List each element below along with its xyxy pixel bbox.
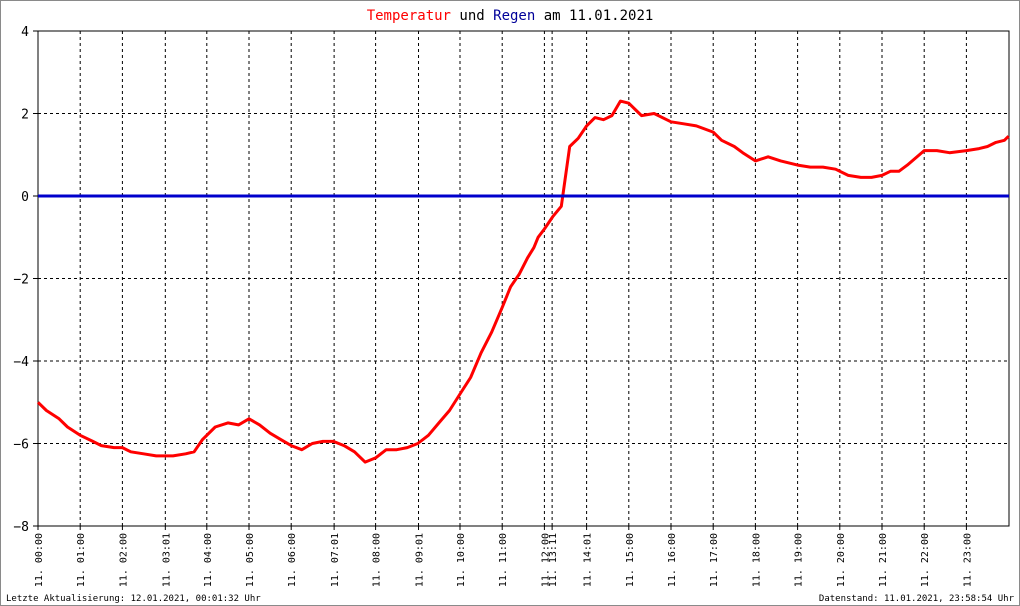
grid: [37, 30, 1009, 527]
x-tick-label: 11. 19:00: [794, 533, 805, 587]
chart-title: Temperatur und Regen am 11.01.2021: [367, 8, 654, 24]
x-tick-label: 11. 14:01: [583, 533, 594, 587]
x-tick-label: 11. 16:00: [667, 533, 678, 587]
y-tick-label: −4: [13, 355, 29, 370]
title-und: und: [451, 8, 493, 24]
x-tick-label: 11. 18:00: [751, 533, 762, 587]
series-layer: [36, 99, 1010, 464]
x-tick-label: 11. 06:00: [287, 533, 298, 587]
x-tick-label: 11. 20:00: [836, 533, 847, 587]
y-tick-label: 0: [21, 190, 29, 205]
x-tick-label: 11. 04:00: [203, 533, 214, 587]
x-tick-label: 11. 10:00: [456, 533, 467, 587]
y-tick-label: −6: [13, 438, 29, 453]
title-date: am 11.01.2021: [535, 8, 653, 24]
x-tick-label: 11. 12:00: [540, 533, 551, 587]
x-tick-label: 11. 09:01: [415, 533, 426, 587]
y-tick-label: 4: [21, 25, 29, 40]
footer-last-update: Letzte Aktualisierung: 12.01.2021, 00:01…: [6, 594, 261, 604]
title-rain: Regen: [493, 8, 535, 24]
x-tick-label: 11. 23:00: [962, 533, 973, 587]
x-tick-label: 11. 03:01: [161, 533, 172, 587]
y-tick-label: −2: [13, 273, 29, 288]
x-tick-label: 11. 11:00: [498, 533, 509, 587]
x-tick-label: 11. 17:00: [709, 533, 720, 587]
x-tick-label: 11. 07:01: [330, 533, 341, 587]
axes: 4 2 0 −2 −4 −6 −8 11. 00:00 11. 01:00 11. 02:00 11…: [13, 25, 1010, 587]
y-tick-label: 2: [21, 108, 29, 123]
x-tick-label: 11. 00:00: [34, 533, 45, 587]
x-tick-label: 11. 21:00: [878, 533, 889, 587]
y-tick-label: −8: [13, 520, 29, 535]
plot-border: [37, 30, 1010, 527]
x-tick-label: 11. 13:11: [548, 533, 559, 587]
series-line-temperatur: [36, 99, 1010, 464]
x-tick-label: 11. 01:00: [76, 533, 87, 587]
title-temperature: Temperatur: [367, 8, 451, 24]
x-tick-label: 11. 22:00: [920, 533, 931, 587]
footer-data-status: Datenstand: 11.01.2021, 23:58:54 Uhr: [818, 594, 1014, 604]
x-tick-label: 11. 05:00: [245, 533, 256, 587]
x-tick-label: 11. 15:00: [625, 533, 636, 587]
x-tick-label: 11. 08:00: [372, 533, 383, 587]
x-tick-label: 11. 02:00: [118, 533, 129, 587]
